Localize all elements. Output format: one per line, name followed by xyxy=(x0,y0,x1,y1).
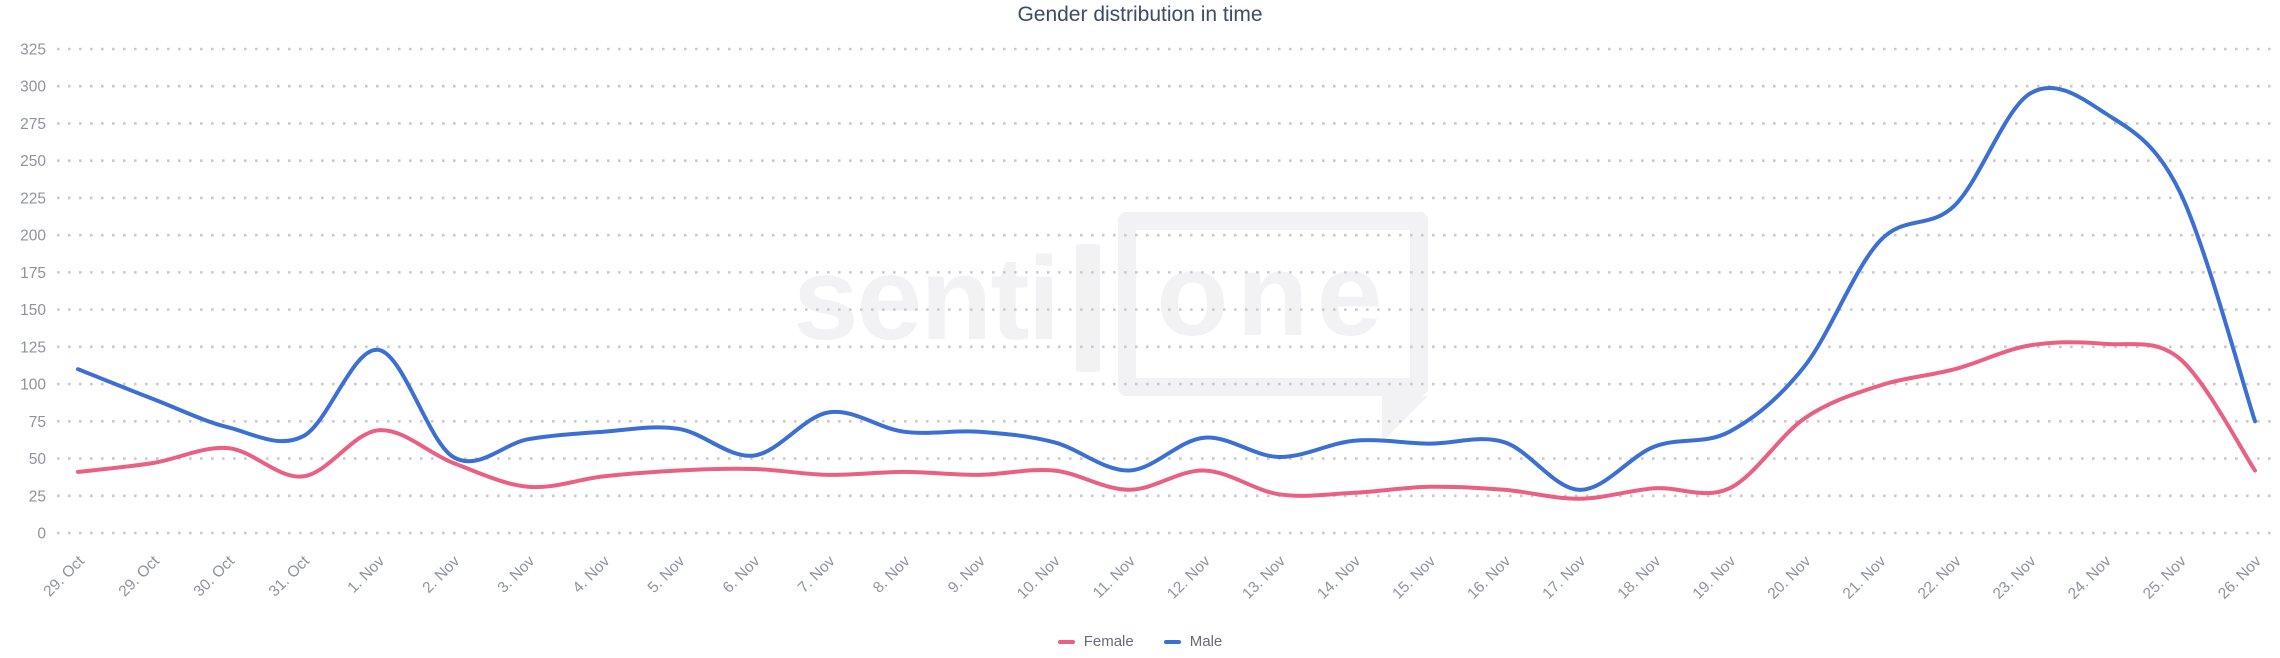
y-axis-tick-label-200: 200 xyxy=(20,228,46,245)
x-axis-tick-label-1: 29. Oct xyxy=(116,552,164,600)
y-axis-tick-label-300: 300 xyxy=(20,79,46,96)
x-axis-tick-label-4: 1. Nov xyxy=(344,553,388,597)
x-axis-tick-label-3: 31. Oct xyxy=(266,552,314,600)
x-axis-tick-label-15: 12. Nov xyxy=(1164,553,1214,603)
legend-item-female[interactable]: Female xyxy=(1057,633,1134,650)
x-axis-tick-label-12: 9. Nov xyxy=(945,553,989,597)
legend-label-female: Female xyxy=(1083,633,1134,650)
male-series-marker-icon xyxy=(1163,639,1181,644)
series-line-male xyxy=(76,85,2257,492)
watermark-text-one: one xyxy=(1156,229,1391,361)
y-axis-tick-label-50: 50 xyxy=(29,451,47,468)
y-axis-tick-label-75: 75 xyxy=(29,414,46,431)
y-axis-tick-label-100: 100 xyxy=(20,377,46,394)
y-axis-tick-label-0: 0 xyxy=(37,526,46,543)
x-axis-tick-label-26: 23. Nov xyxy=(1990,553,2040,603)
y-axis-tick-label-125: 125 xyxy=(20,339,46,356)
chart-legend: Female Male xyxy=(0,633,2280,650)
x-axis-tick-label-10: 7. Nov xyxy=(795,553,839,597)
x-axis-tick-label-5: 2. Nov xyxy=(419,553,463,597)
x-axis-tick-label-8: 5. Nov xyxy=(645,553,689,597)
chart-title: Gender distribution in time xyxy=(1017,3,1263,26)
series-line-female xyxy=(76,340,2257,501)
watermark-bar xyxy=(1076,244,1101,372)
x-axis-tick-label-28: 25. Nov xyxy=(2140,553,2190,603)
x-axis-tick-label-16: 13. Nov xyxy=(1239,553,1289,603)
x-axis-tick-label-23: 20. Nov xyxy=(1765,553,1815,603)
x-axis-tick-label-25: 22. Nov xyxy=(1915,553,1965,603)
watermark-text-senti: senti xyxy=(793,233,1060,365)
y-axis-tick-label-325: 325 xyxy=(20,42,46,59)
x-axis-tick-label-24: 21. Nov xyxy=(1840,553,1890,603)
y-axis-tick-label-250: 250 xyxy=(20,153,46,170)
x-axis-tick-label-19: 16. Nov xyxy=(1464,553,1514,603)
y-axis-tick-label-175: 175 xyxy=(20,265,46,282)
x-axis-tick-label-17: 14. Nov xyxy=(1314,553,1364,603)
watermark-bubble-tail-icon xyxy=(1382,396,1429,442)
y-axis-tick-label-25: 25 xyxy=(29,488,46,505)
y-axis-tick-label-150: 150 xyxy=(20,302,46,319)
female-series-marker-icon xyxy=(1057,639,1075,644)
x-axis-tick-label-9: 6. Nov xyxy=(720,553,764,597)
x-axis-tick-label-14: 11. Nov xyxy=(1090,553,1139,602)
legend-item-male[interactable]: Male xyxy=(1163,633,1223,650)
x-axis-tick-label-13: 10. Nov xyxy=(1014,553,1064,603)
x-axis-tick-label-21: 18. Nov xyxy=(1614,553,1664,603)
x-axis-tick-label-29: 26. Nov xyxy=(2215,553,2265,603)
x-axis-tick-label-0: 29. Oct xyxy=(40,552,88,600)
x-axis-tick-label-20: 17. Nov xyxy=(1539,553,1589,603)
x-axis-tick-label-7: 4. Nov xyxy=(570,553,614,597)
x-axis-tick-label-18: 15. Nov xyxy=(1389,553,1439,603)
x-axis-tick-label-2: 30. Oct xyxy=(191,552,239,600)
sentione-watermark: senti one xyxy=(793,212,1429,442)
x-axis-tick-label-27: 24. Nov xyxy=(2065,553,2115,603)
x-axis-tick-label-22: 19. Nov xyxy=(1690,553,1740,603)
x-axis-tick-label-11: 8. Nov xyxy=(870,553,914,597)
x-axis-tick-label-6: 3. Nov xyxy=(495,553,539,597)
watermark-speech-bubble: one xyxy=(1118,212,1429,442)
y-axis-tick-label-275: 275 xyxy=(20,116,46,133)
y-axis-tick-label-225: 225 xyxy=(20,190,46,207)
legend-label-male: Male xyxy=(1189,633,1223,650)
